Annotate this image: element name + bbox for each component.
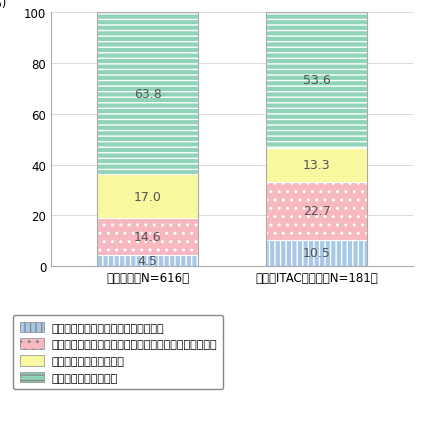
Bar (97, 218, 199, 255)
Bar (266, 182, 367, 240)
Text: 63.8: 63.8 (134, 88, 161, 101)
Legend: 具体的な規制内容も含めて知っている, 知っているが、具体的な規制内容までは把握していない, 名前は聞いたことがある, 知らない、わからない: 具体的な規制内容も含めて知っている, 知っているが、具体的な規制内容までは把握し… (13, 315, 223, 390)
Bar (97, 13, 199, 175)
Text: 13.3: 13.3 (303, 159, 331, 172)
Text: 4.5: 4.5 (138, 255, 158, 267)
Text: (%): (%) (0, 0, 6, 10)
Text: 14.6: 14.6 (134, 230, 161, 243)
Bar (97, 175, 199, 218)
Text: 17.0: 17.0 (134, 190, 161, 203)
Bar (266, 13, 367, 267)
Bar (97, 255, 199, 267)
Text: 22.7: 22.7 (303, 205, 331, 218)
Text: 53.6: 53.6 (303, 74, 331, 87)
Bar (266, 240, 367, 267)
Text: 10.5: 10.5 (303, 247, 331, 260)
Bar (97, 13, 199, 267)
Bar (266, 149, 367, 182)
Bar (266, 12, 367, 149)
